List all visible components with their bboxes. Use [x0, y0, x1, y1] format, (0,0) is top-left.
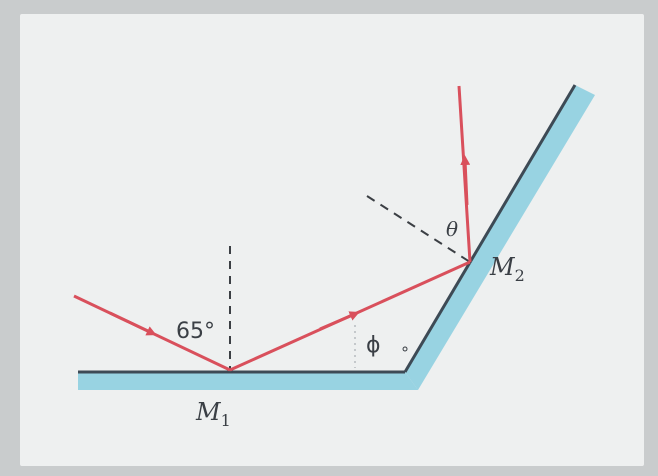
mirror-1-label: M1: [195, 398, 231, 430]
mirror-2-backing: [405, 85, 595, 390]
phi-degree-mark: ∘: [400, 339, 410, 358]
reflected-ray-2-arrow: [460, 155, 471, 206]
mirror-2-letter: M: [489, 253, 516, 281]
mirror-1-letter: M: [195, 398, 222, 426]
reflected-ray-1-arrow: [319, 311, 360, 331]
theta-label: θ: [446, 217, 458, 241]
diagram-frame: [20, 14, 644, 466]
incident-angle-label: 65°: [176, 319, 215, 344]
incident-ray-arrow: [109, 311, 157, 336]
mirror-2-label: M2: [489, 253, 525, 285]
mirror-2-surface: [403, 84, 577, 373]
mirror-2-normal: [366, 195, 471, 263]
mirror-1-subscript: 1: [221, 411, 231, 430]
mirror-1-backing: [78, 372, 418, 390]
mirror-2-subscript: 2: [515, 266, 525, 285]
phi-label: ϕ: [366, 333, 381, 358]
